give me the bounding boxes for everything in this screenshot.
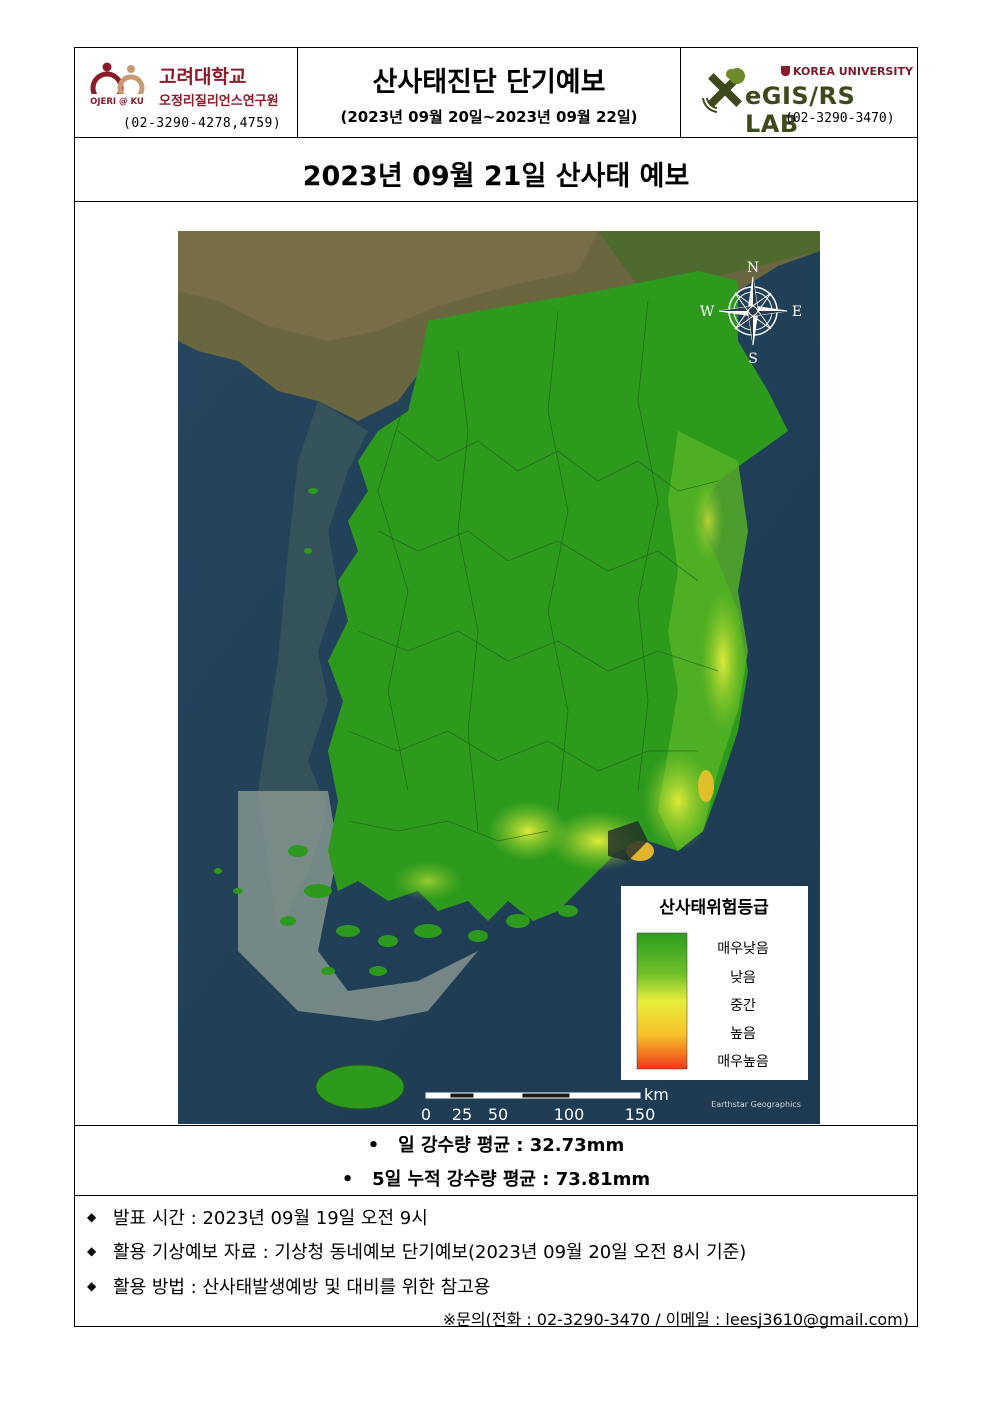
- compass-rose-icon: N E S W: [700, 260, 802, 367]
- header-center-cell: 산사태진단 단기예보 (2023년 09월 20일~2023년 09월 22일): [297, 47, 681, 138]
- institute-phone: (02-3290-4278,4759): [123, 116, 282, 131]
- org-name: 고려대학교: [159, 66, 247, 88]
- header-right-cell: KOREA UNIVERSITY eGIS/RS LAB (02-3290-34…: [680, 47, 918, 138]
- info-weather-source: 활용 기상예보 자료 : 기상청 동네예보 단기예보(2023년 09월 20일…: [113, 1242, 747, 1263]
- legend-level-very-low: 매우낮음: [717, 941, 769, 957]
- lab-name: eGIS/RS LAB: [745, 82, 856, 138]
- scale-tick-100: 100: [554, 1105, 585, 1124]
- compass-south: S: [748, 351, 758, 367]
- rainfall-cell: • 일 강수량 평균 : 32.73mm • 5일 누적 강수량 평균 : 73…: [74, 1125, 918, 1196]
- info-item: ◆ 발표 시간 : 2023년 09월 19일 오전 9시: [87, 1204, 428, 1230]
- diamond-bullet-icon: ◆: [87, 1279, 97, 1293]
- forecast-document: OJERI @ KU 고려대학교 오정리질리언스연구원 (02-3290-427…: [74, 47, 918, 1329]
- map-cell: N E S W 산사태위험등급 매우낮음 낮음 중간 높음 매우높음: [74, 201, 918, 1126]
- scale-bar: km 0 25 50 100 150: [421, 1085, 669, 1124]
- satellite-icon: [702, 68, 745, 113]
- institute-name: 오정리질리언스연구원: [159, 94, 279, 109]
- forecast-period: (2023년 09월 20일~2023년 09월 22일): [340, 108, 638, 126]
- legend-colorbar: [636, 932, 688, 1070]
- jeju-island: [315, 1064, 405, 1110]
- university-label: KOREA UNIVERSITY: [781, 65, 913, 78]
- admin-boundaries: [347, 300, 719, 842]
- info-cell: ◆ 발표 시간 : 2023년 09월 19일 오전 9시 ◆ 활용 기상예보 자료…: [74, 1195, 918, 1329]
- report-title: 산사태진단 단기예보: [372, 67, 606, 98]
- scale-tick-0: 0: [421, 1105, 431, 1124]
- diamond-bullet-icon: ◆: [87, 1210, 97, 1224]
- scale-tick-150: 150: [625, 1105, 656, 1124]
- compass-north: N: [747, 260, 759, 276]
- daily-rainfall-text: 일 강수량 평균 : 32.73mm: [398, 1135, 625, 1156]
- bullet-icon: •: [367, 1135, 380, 1156]
- risk-legend: 산사태위험등급 매우낮음 낮음 중간 높음 매우높음: [621, 886, 808, 1080]
- forecast-title-cell: 2023년 09월 21일 산사태 예보: [74, 137, 918, 202]
- header-left-cell: OJERI @ KU 고려대학교 오정리질리언스연구원 (02-3290-427…: [74, 47, 298, 138]
- cumulative-rainfall-text: 5일 누적 강수량 평균 : 73.81mm: [372, 1169, 651, 1190]
- cumulative-rainfall: • 5일 누적 강수량 평균 : 73.81mm: [75, 1165, 917, 1191]
- info-item: ◆ 활용 방법 : 산사태발생예방 및 대비를 위한 참고용: [87, 1273, 490, 1299]
- contact-info: ※문의(전화 : 02-3290-3470 / 이메일 : leesj3610@…: [442, 1310, 909, 1329]
- compass-west: W: [700, 304, 715, 320]
- compass-east: E: [792, 304, 802, 320]
- scale-tick-50: 50: [488, 1105, 508, 1124]
- legend-level-very-high: 매우높음: [717, 1054, 769, 1070]
- daily-rainfall: • 일 강수량 평균 : 32.73mm: [75, 1131, 917, 1157]
- university-name: KOREA UNIVERSITY: [793, 65, 913, 78]
- scale-unit: km: [644, 1085, 669, 1104]
- legend-level-medium: 중간: [730, 998, 756, 1014]
- map-attribution: Earthstar Geographics: [711, 1100, 801, 1109]
- forecast-title: 2023년 09월 21일 산사태 예보: [302, 161, 690, 192]
- legend-level-low: 낮음: [730, 970, 756, 986]
- shield-icon: [781, 66, 790, 76]
- ojeri-logo-icon: OJERI @ KU: [89, 62, 145, 107]
- landslide-risk-map: N E S W 산사태위험등급 매우낮음 낮음 중간 높음 매우높음: [178, 231, 820, 1124]
- info-item: ◆ 활용 기상예보 자료 : 기상청 동네예보 단기예보(2023년 09월 20…: [87, 1238, 746, 1264]
- scale-tick-25: 25: [452, 1105, 472, 1124]
- lab-phone: (02-3290-3470): [785, 111, 895, 126]
- southwest-islands: [214, 488, 578, 976]
- legend-level-high: 높음: [730, 1026, 756, 1042]
- info-release-time: 발표 시간 : 2023년 09월 19일 오전 9시: [113, 1208, 428, 1229]
- bullet-icon: •: [341, 1169, 354, 1190]
- logo-text: OJERI @ KU: [90, 97, 144, 107]
- legend-title: 산사태위험등급: [659, 897, 769, 918]
- info-usage: 활용 방법 : 산사태발생예방 및 대비를 위한 참고용: [113, 1277, 491, 1298]
- diamond-bullet-icon: ◆: [87, 1244, 97, 1258]
